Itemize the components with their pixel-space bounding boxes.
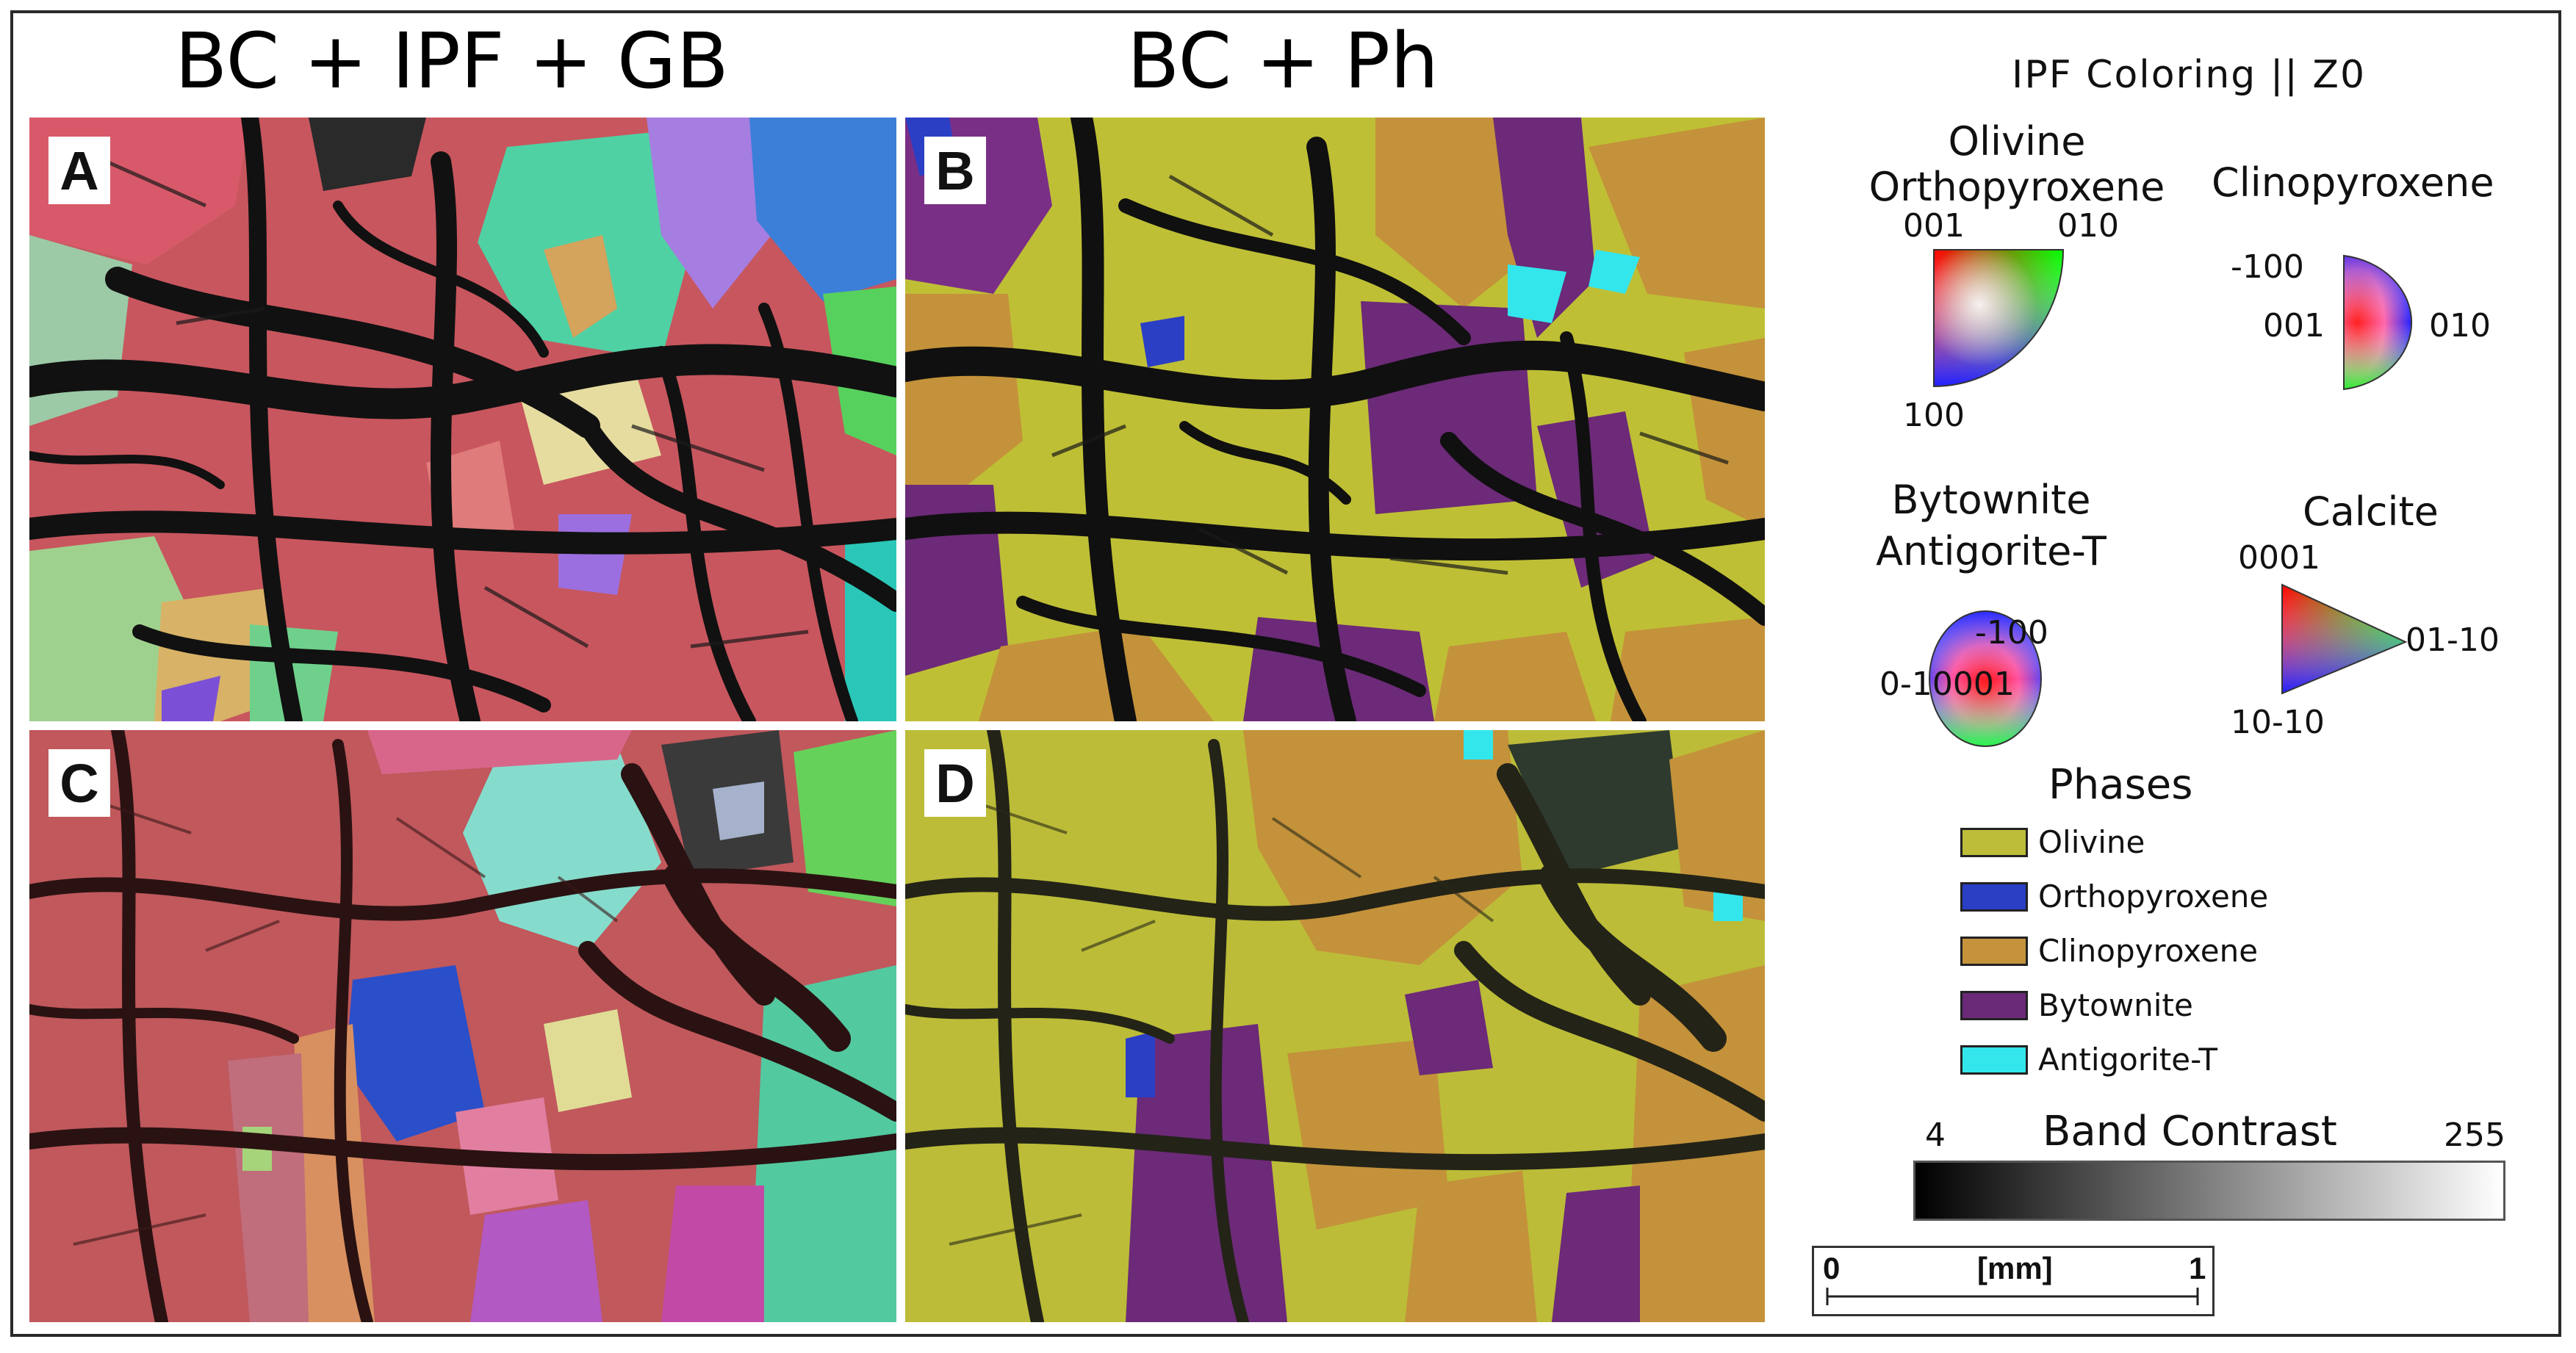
band-contrast-max: 255 xyxy=(2444,1116,2505,1154)
phase-swatch-bytownite xyxy=(1960,990,2028,1020)
panel-d-image xyxy=(905,730,1765,1322)
figure-frame xyxy=(10,10,2561,1337)
panel-a-ipf-map: A xyxy=(29,118,896,721)
phase-name-olivine: Olivine xyxy=(2038,824,2145,860)
panel-c-ipf-map: C xyxy=(29,730,896,1322)
phases-legend-title: Phases xyxy=(2048,761,2193,809)
clinopyroxene-key-label-top: -100 xyxy=(2231,248,2304,286)
calcite-key-label-top: 0001 xyxy=(2238,539,2320,577)
phase-legend-olivine: Olivine xyxy=(1960,824,2145,860)
phase-legend-orthopyroxene: Orthopyroxene xyxy=(1960,878,2268,914)
olivine-ipf-key-graphic xyxy=(1933,249,2065,388)
left-column-title: BC + IPF + GB xyxy=(175,16,729,106)
bytownite-key-label-top: -100 xyxy=(1975,614,2048,652)
olivine-key-title-line2: Orthopyroxene xyxy=(1868,164,2165,210)
calcite-ipf-key-graphic xyxy=(2281,583,2408,695)
calcite-key-label-right: 01-10 xyxy=(2406,621,2500,659)
panel-c-image xyxy=(29,730,896,1322)
olivine-key-label-001: 001 xyxy=(1903,207,1965,245)
calcite-key-title: Calcite xyxy=(2303,488,2439,535)
band-contrast-title: Band Contrast xyxy=(2043,1108,2337,1155)
phase-name-orthopyroxene: Orthopyroxene xyxy=(2038,878,2269,914)
scale-bar-end: 1 xyxy=(2189,1251,2206,1285)
bytownite-key-label-center: 0-10001 xyxy=(1879,665,2015,703)
phase-name-antigorite: Antigorite-T xyxy=(2038,1042,2218,1078)
olivine-key-title: Olivine Orthopyroxene xyxy=(1837,119,2197,210)
scale-bar-box: 0 [mm] 1 xyxy=(1812,1246,2215,1316)
clinopyroxene-ipf-key-graphic xyxy=(2343,254,2413,391)
phase-legend-bytownite: Bytownite xyxy=(1960,987,2193,1023)
ipf-coloring-title: IPF Coloring || Z0 xyxy=(2012,53,2367,97)
panel-d-phase-map: D xyxy=(905,730,1765,1322)
clinopyroxene-key-label-right: 010 xyxy=(2429,307,2491,344)
clinopyroxene-key-label-left: 001 xyxy=(2263,307,2325,344)
phase-name-clinopyroxene: Clinopyroxene xyxy=(2038,933,2259,969)
panel-b-label: B xyxy=(924,137,986,204)
scale-bar-start: 0 xyxy=(1823,1251,1841,1285)
bytownite-key-title-line2: Antigorite-T xyxy=(1876,528,2107,574)
panel-c-label: C xyxy=(48,749,110,817)
clinopyroxene-key-title: Clinopyroxene xyxy=(2212,159,2494,206)
phase-swatch-antigorite xyxy=(1960,1044,2028,1075)
panel-a-image xyxy=(29,118,896,721)
panel-b-phase-map: B xyxy=(905,118,1765,721)
right-column-title: BC + Ph xyxy=(1127,16,1439,106)
phase-legend-antigorite: Antigorite-T xyxy=(1960,1042,2217,1078)
band-contrast-gradient-bar xyxy=(1913,1161,2505,1221)
phase-name-bytownite: Bytownite xyxy=(2038,987,2193,1023)
phase-legend-clinopyroxene: Clinopyroxene xyxy=(1960,933,2258,969)
calcite-key-label-bottom: 10-10 xyxy=(2231,704,2325,741)
phase-swatch-clinopyroxene xyxy=(1960,936,2028,966)
band-contrast-min: 4 xyxy=(1925,1116,1946,1154)
phase-swatch-orthopyroxene xyxy=(1960,881,2028,912)
panel-b-image xyxy=(905,118,1765,721)
bytownite-ipf-key-graphic xyxy=(1929,610,2042,747)
olivine-key-label-010: 010 xyxy=(2057,207,2119,245)
olivine-key-title-line1: Olivine xyxy=(1948,118,2086,165)
scale-bar-unit: [mm] xyxy=(1977,1251,2053,1285)
bytownite-key-title: Bytownite Antigorite-T xyxy=(1859,477,2123,574)
phase-swatch-olivine xyxy=(1960,827,2028,857)
panel-d-label: D xyxy=(924,749,986,817)
scale-bar-line xyxy=(1826,1288,2199,1305)
olivine-key-label-100: 100 xyxy=(1903,397,1965,434)
panel-a-label: A xyxy=(48,137,110,204)
bytownite-key-title-line1: Bytownite xyxy=(1891,477,2091,523)
